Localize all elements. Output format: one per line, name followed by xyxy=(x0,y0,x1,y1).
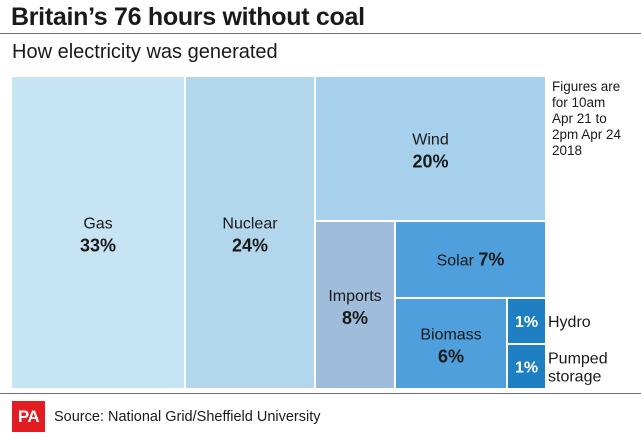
cell-name-solar: Solar xyxy=(437,253,479,270)
cell-label-pumped-storage: Pumped storage xyxy=(548,351,608,386)
pa-logo: PA xyxy=(12,401,45,432)
cell-value-wind: 20% xyxy=(412,152,448,172)
chart-title: Britain’s 76 hours without coal xyxy=(11,3,365,31)
cell-label-line: storage xyxy=(548,369,601,386)
note-line: Figures are xyxy=(552,79,621,94)
note-line: for 10am xyxy=(552,95,606,110)
note-line: Apr 21 to xyxy=(552,111,607,126)
note-line: 2018 xyxy=(552,143,583,158)
cell-label-gas: Gas xyxy=(83,216,112,233)
treemap-cell-nuclear xyxy=(186,77,314,388)
cell-value-biomass: 6% xyxy=(438,347,464,367)
chart-subtitle: How electricity was generated xyxy=(12,41,278,63)
footer-divider xyxy=(0,393,641,394)
cell-label-nuclear: Nuclear xyxy=(222,216,278,233)
cell-label-wind: Wind xyxy=(412,132,448,149)
cell-label-line: Hydro xyxy=(548,314,591,331)
treemap-cell-hydro xyxy=(508,299,545,343)
title-divider xyxy=(0,33,641,34)
cell-label-line: Pumped xyxy=(548,351,608,368)
treemap-cell-imports xyxy=(316,222,394,388)
cell-value-nuclear: 24% xyxy=(232,236,268,256)
treemap-cell-biomass xyxy=(396,299,506,388)
cell-label-imports: Imports xyxy=(328,288,381,305)
treemap-cell-gas xyxy=(12,77,184,388)
date-range-note: Figures are for 10am Apr 21 to 2pm Apr 2… xyxy=(552,79,638,159)
treemap-cell-solar xyxy=(396,222,545,297)
source-note: Source: National Grid/Sheffield Universi… xyxy=(54,409,321,425)
cell-value-pumped-storage: 1% xyxy=(515,360,538,377)
cell-label-solar: Solar 7% xyxy=(437,250,505,270)
cell-value-hydro: 1% xyxy=(515,314,538,331)
treemap-cell-pumped-storage xyxy=(508,345,545,388)
cell-value-gas: 33% xyxy=(80,236,116,256)
treemap-cell-wind xyxy=(316,77,545,220)
note-line: 2pm Apr 24 xyxy=(552,127,622,142)
cell-label-biomass: Biomass xyxy=(420,327,481,344)
cell-value-imports: 8% xyxy=(342,308,368,328)
cell-label-hydro: Hydro xyxy=(548,314,591,331)
cell-value-solar: 7% xyxy=(478,250,504,270)
